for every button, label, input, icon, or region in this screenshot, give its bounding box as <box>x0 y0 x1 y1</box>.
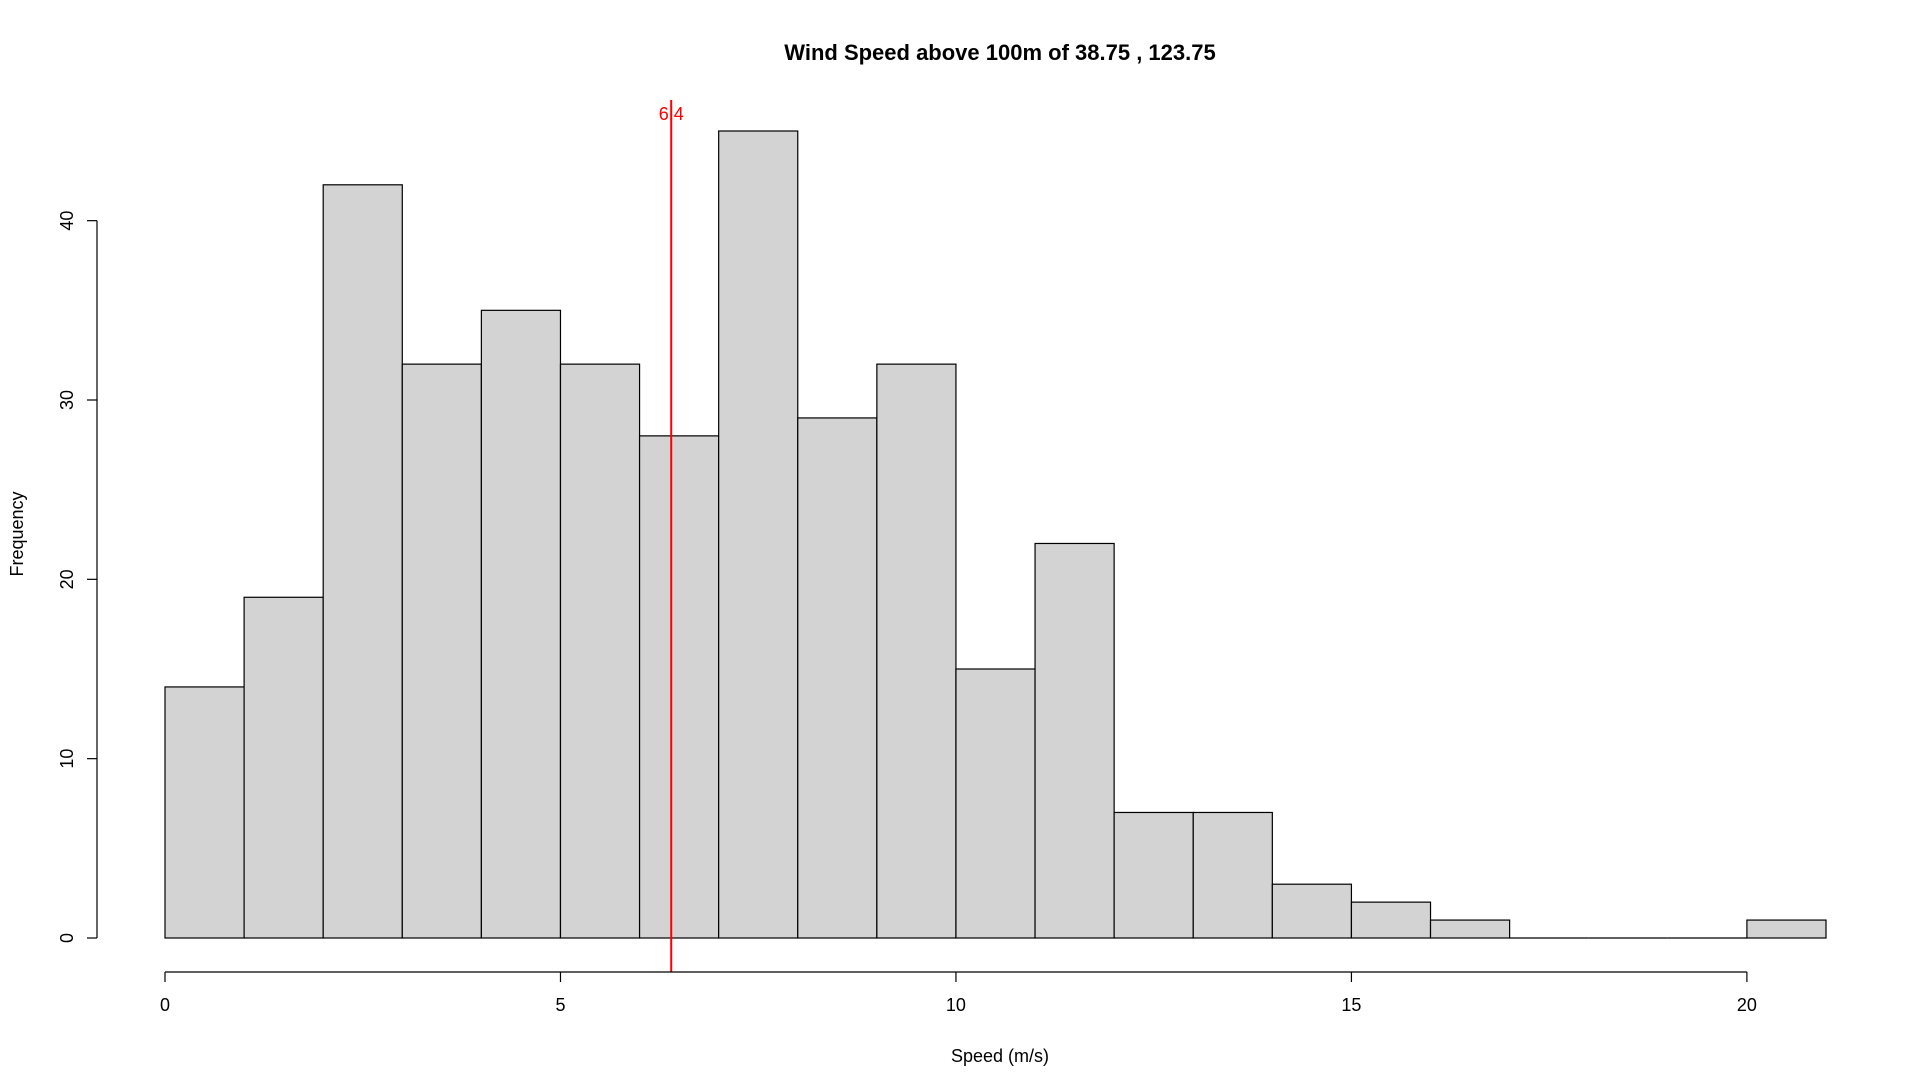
y-tick-label: 20 <box>57 569 77 589</box>
reference-line-label: 6.4 <box>659 104 684 124</box>
reference-line-group: 6.4 <box>659 100 684 972</box>
histogram-bar <box>164 686 245 939</box>
x-tick-label: 0 <box>160 995 170 1015</box>
histogram-bar <box>1429 919 1511 939</box>
y-axis-title: Frequency <box>7 491 27 576</box>
histogram-bar <box>1034 542 1115 939</box>
histogram-bar <box>955 668 1036 939</box>
histogram-bar <box>1746 919 1827 939</box>
x-tick-label: 10 <box>946 995 966 1015</box>
y-tick-label: 10 <box>57 749 77 769</box>
histogram-bar <box>718 130 799 939</box>
x-axis: 0 5 10 15 20 <box>160 971 1757 1015</box>
histogram-bar <box>1113 811 1194 939</box>
x-tick-label: 15 <box>1341 995 1361 1015</box>
histogram-bar <box>1271 883 1353 939</box>
y-axis: 0 10 20 30 40 <box>57 211 98 943</box>
y-tick-label: 30 <box>57 390 77 410</box>
x-tick-label: 20 <box>1737 995 1757 1015</box>
histogram-bar <box>797 417 878 939</box>
y-tick-label: 0 <box>57 933 77 943</box>
histogram-bar <box>243 596 324 939</box>
histogram-bar <box>480 309 562 939</box>
histogram-bar <box>401 363 482 939</box>
y-tick-label: 40 <box>57 211 77 231</box>
x-tick-label: 5 <box>555 995 565 1015</box>
histogram-bar <box>559 363 641 939</box>
bars-group <box>164 130 1827 939</box>
histogram-bar <box>638 435 720 939</box>
histogram-bar <box>322 184 403 939</box>
histogram-bar <box>876 363 957 939</box>
histogram-bar <box>1350 901 1432 939</box>
x-axis-title: Speed (m/s) <box>951 1046 1049 1066</box>
histogram-bar <box>1192 811 1273 939</box>
chart-title: Wind Speed above 100m of 38.75 , 123.75 <box>784 40 1215 65</box>
